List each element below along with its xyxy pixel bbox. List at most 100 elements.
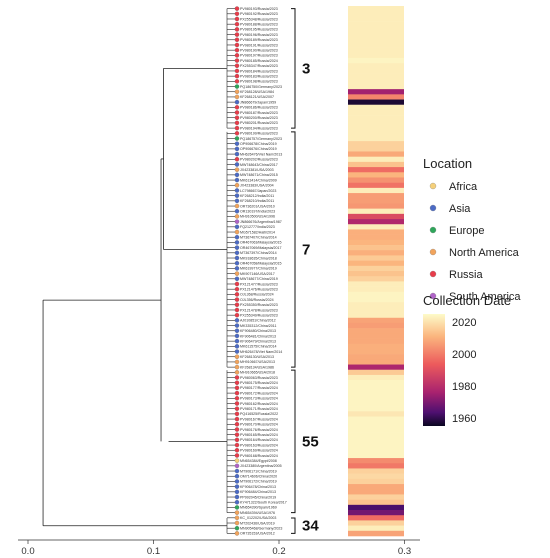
tip-label: KF268210/India/2011 <box>240 199 274 203</box>
tip-point <box>234 16 240 22</box>
tip-point <box>234 390 240 396</box>
tip-label: MT367397/China/2014 <box>240 251 277 255</box>
heat-cell <box>348 328 404 334</box>
tip-label: PV980199/Russia/2023 <box>240 132 278 136</box>
legend-swatch <box>429 270 437 278</box>
heat-cell <box>348 265 404 272</box>
tip-point <box>234 531 240 536</box>
tip-point <box>234 333 240 339</box>
heat-cell <box>348 411 404 417</box>
heat-cell <box>348 73 404 80</box>
heat-cell <box>348 239 404 246</box>
heat-cell <box>348 52 404 59</box>
tip-point <box>234 422 240 427</box>
tip-point <box>234 94 240 100</box>
tip-label: OR467069/Malaysia/2017 <box>240 246 282 250</box>
clade-label: 55 <box>302 433 319 450</box>
tip-point <box>234 198 240 204</box>
tip-label: MN654390/Spain/1969 <box>240 506 277 510</box>
tip-label: PV980172/Russia/2024 <box>240 391 278 395</box>
tip-label: MT906172/China/2019 <box>240 480 277 484</box>
tip-label: PV980193/Russia/2023 <box>240 7 278 11</box>
tip-label: MW748643/China/2017 <box>240 163 278 167</box>
tip-point <box>234 370 240 375</box>
tip-point <box>234 79 240 84</box>
heat-cell <box>348 234 404 241</box>
heat-cell <box>348 296 404 303</box>
heat-cell <box>348 16 404 22</box>
tip-point <box>234 338 240 344</box>
heat-cell <box>348 437 404 443</box>
clade-bracket <box>291 8 296 129</box>
heat-cell <box>348 99 404 106</box>
heat-cell <box>348 37 404 43</box>
tip-point <box>234 474 240 479</box>
heat-cell <box>348 442 404 448</box>
tip-label: PV980167/Russia/2024 <box>240 417 278 421</box>
heat-cell <box>348 172 404 178</box>
legend-label: South America <box>449 291 521 303</box>
tip-label: PV980197/Russia/2023 <box>240 54 278 58</box>
heat-cell <box>348 359 404 365</box>
tip-label: MK918635/China/2018 <box>240 256 277 260</box>
tip-label: PX255350/Russia/2023 <box>240 303 278 307</box>
tip-point <box>234 235 240 240</box>
tip-label: MH626478/Viet Nam/2014 <box>240 350 282 354</box>
tip-label: KY471322/South Korea/2017 <box>240 501 287 505</box>
tip-point <box>234 58 240 63</box>
tip-point <box>234 510 240 515</box>
tip-point <box>234 364 240 370</box>
tip-label: PV980165/Russia/2024 <box>240 433 278 437</box>
tip-point <box>234 271 240 276</box>
tip-point <box>234 240 240 245</box>
tip-label: PP992045/China/2019 <box>240 495 276 499</box>
tip-point <box>234 354 240 359</box>
tip-label: JN866679/Japan/1959 <box>240 100 276 104</box>
tip-label: PX121476/Russia/2023 <box>240 287 278 291</box>
legend-label: North America <box>449 247 520 259</box>
tip-label: MK619977/China/2019 <box>240 267 277 271</box>
tip-point <box>234 525 240 531</box>
tip-point <box>234 250 240 256</box>
legend-swatch <box>429 292 437 300</box>
tip-point <box>234 183 240 188</box>
tip-label: PV980194/Russia/2023 <box>240 126 278 130</box>
colorbar-tick-label: 1960 <box>452 413 476 425</box>
heat-cell <box>348 271 404 277</box>
tip-label: MW748677/China/2019 <box>240 277 278 281</box>
tip-point <box>234 359 240 365</box>
heat-cell <box>348 47 404 54</box>
heat-cell <box>348 229 404 235</box>
tip-point <box>234 125 240 131</box>
tip-point <box>234 89 240 94</box>
heat-cell <box>348 146 404 152</box>
heat-cell <box>348 343 404 350</box>
colorbar-tick-label: 2000 <box>452 349 476 361</box>
tip-label: KF268121/USA/2007 <box>240 95 274 99</box>
legend-swatch <box>429 182 437 190</box>
tip-label: KF268134/USA/1986 <box>240 365 274 369</box>
tip-point <box>234 21 240 27</box>
heat-cell <box>348 78 404 85</box>
heat-cell <box>348 447 404 454</box>
x-axis-tick-label: 0.3 <box>398 546 411 557</box>
heat-cell <box>348 385 404 391</box>
heat-cell <box>348 452 404 459</box>
tip-point <box>234 286 240 292</box>
tip-label: PV980201/Russia/2023 <box>240 121 278 125</box>
heat-cell <box>348 161 404 168</box>
x-axis: 0.0 0.1 0.2 0.3 <box>18 539 420 557</box>
tip-point <box>234 68 240 74</box>
heat-cell <box>348 104 404 111</box>
heat-cell <box>348 182 404 189</box>
tip-point <box>234 214 240 219</box>
heat-cell <box>348 432 404 438</box>
tip-label: KF906484/China/2013 <box>240 490 276 494</box>
tip-label: OP906678/China/2019 <box>240 142 277 146</box>
heat-cell <box>348 515 404 521</box>
heat-cell <box>348 6 404 12</box>
tip-label: PV980198/Russia/2023 <box>240 80 278 84</box>
tip-label: PV980169/Russia/2024 <box>240 449 278 453</box>
heat-cell <box>348 250 404 256</box>
heat-cell <box>348 120 404 126</box>
